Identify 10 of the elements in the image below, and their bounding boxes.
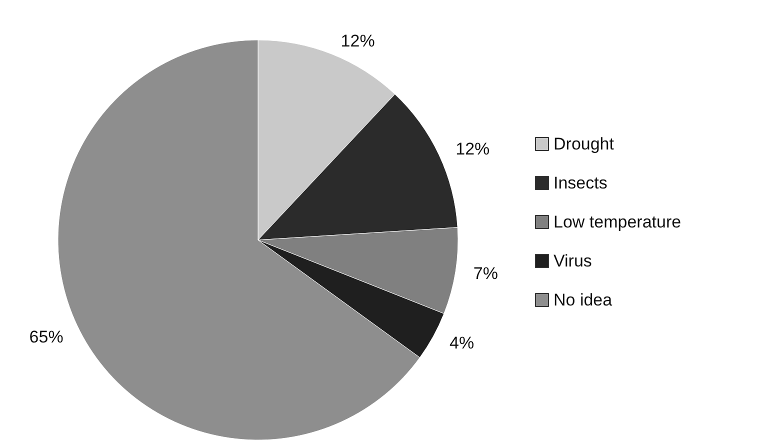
data-label: 7% <box>473 264 498 283</box>
data-label: 12% <box>340 32 375 51</box>
data-label: 4% <box>450 334 474 353</box>
legend-label: Virus <box>554 252 592 270</box>
data-label: 65% <box>29 328 64 347</box>
legend-label: Drought <box>554 134 614 154</box>
legend-label: Insects <box>554 174 608 192</box>
legend-label: Low temperature <box>554 212 682 232</box>
legend-label: No idea <box>554 290 613 310</box>
data-label: 12% <box>456 139 490 158</box>
